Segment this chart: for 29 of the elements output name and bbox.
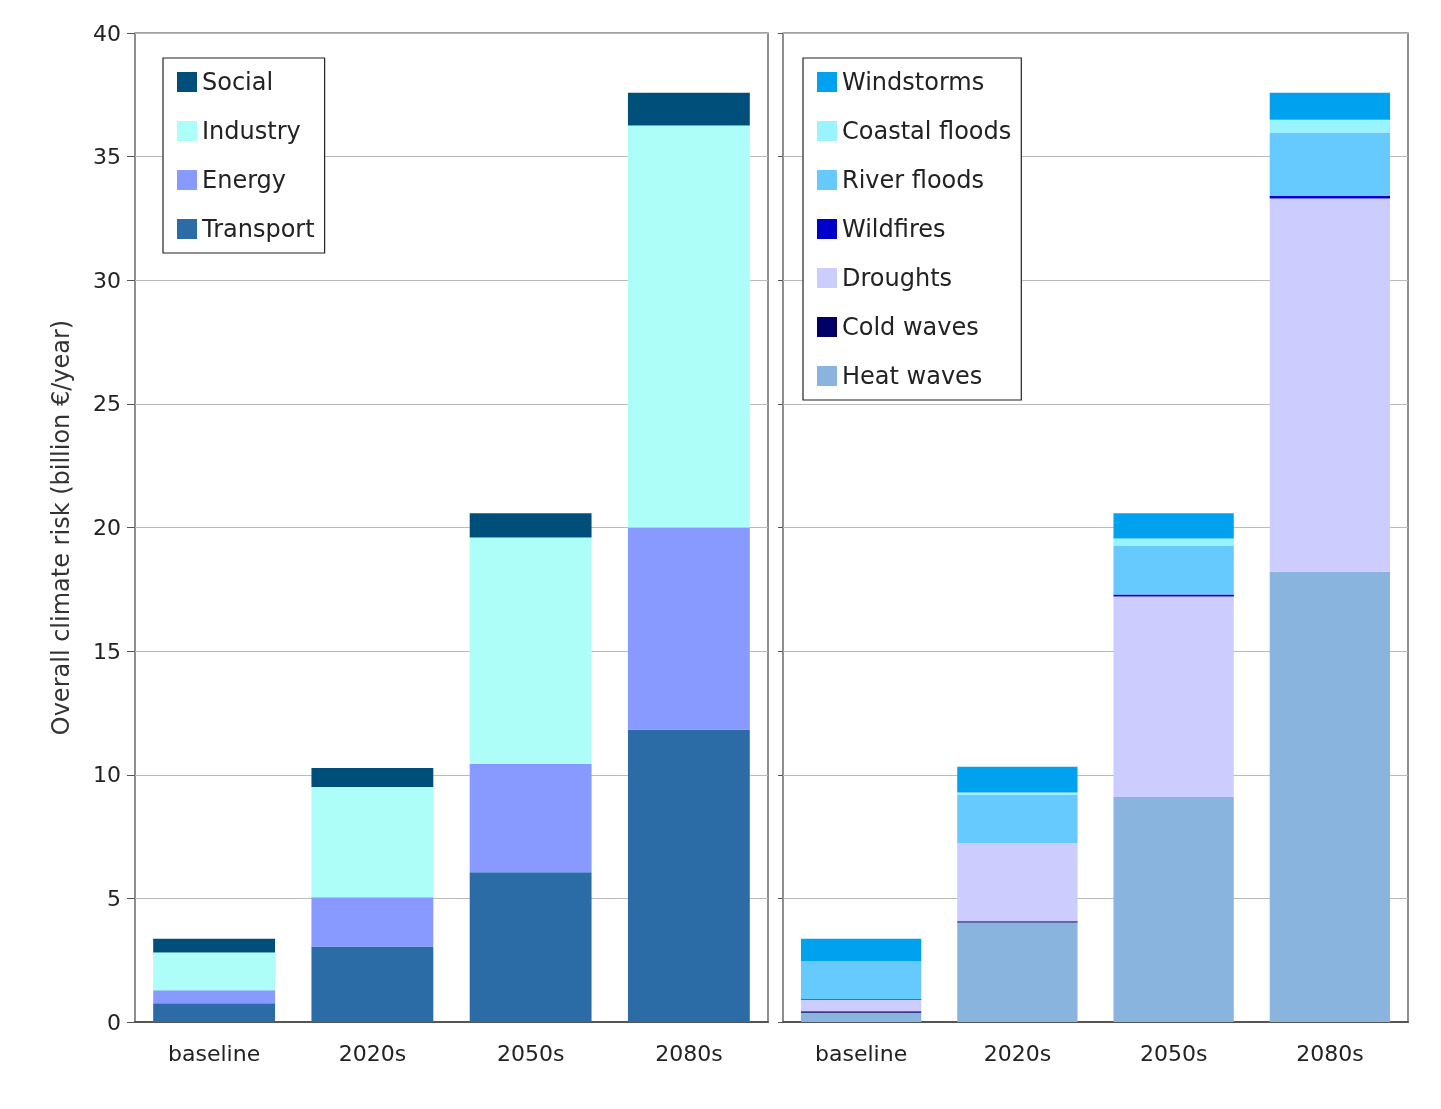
- x-tick-label: 2080s: [1296, 1040, 1364, 1066]
- x-tick-label: 2050s: [496, 1040, 565, 1066]
- legend-label: Cold waves: [842, 313, 979, 341]
- y-tick-label: 40: [93, 20, 121, 46]
- y-tick-label: 5: [107, 885, 121, 911]
- x-tick-label: baseline: [815, 1040, 908, 1066]
- x-tick-label: 2080s: [655, 1040, 723, 1066]
- y-tick-label: 35: [93, 144, 121, 170]
- legend-label: River floods: [842, 166, 985, 194]
- legend-label: Social: [202, 68, 274, 96]
- y-tick-label: 20: [93, 515, 121, 540]
- y-tick-label: 0: [107, 1009, 121, 1035]
- legend-label: Energy: [202, 166, 287, 194]
- y-tick-label: 15: [93, 638, 121, 664]
- legend-label: Heat waves: [842, 362, 983, 390]
- y-axis-title: Overall climate risk (billion €/year): [47, 319, 75, 736]
- legend-label: Industry: [202, 117, 301, 145]
- legend-label: Coastal floods: [842, 117, 1012, 145]
- legend-label: Wildfires: [842, 215, 946, 243]
- legend-label: Transport: [201, 215, 315, 243]
- x-tick-label: 2050s: [1139, 1040, 1208, 1066]
- legend-label: Windstorms: [842, 68, 985, 96]
- x-tick-label: 2020s: [338, 1040, 407, 1066]
- y-tick-label: 10: [93, 762, 121, 788]
- x-tick-label: baseline: [168, 1040, 261, 1066]
- legend-label: Droughts: [842, 264, 953, 292]
- y-tick-label: 30: [93, 267, 121, 293]
- y-tick-label: 25: [93, 391, 121, 417]
- x-tick-label: 2020s: [983, 1040, 1052, 1066]
